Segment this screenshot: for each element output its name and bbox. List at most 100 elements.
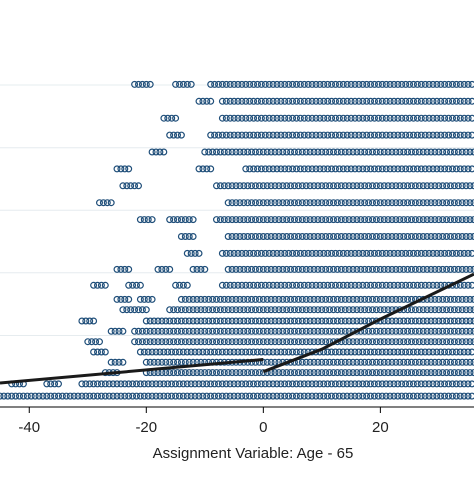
scatter-point (435, 306, 443, 314)
scatter-point (146, 317, 154, 325)
scatter-point (189, 295, 197, 303)
scatter-point (144, 380, 152, 388)
scatter-point (363, 165, 371, 173)
scatter-point (335, 97, 343, 105)
scatter-point (125, 281, 133, 289)
scatter-point (310, 233, 318, 241)
scatter-point (236, 216, 244, 224)
scatter-point (232, 199, 240, 207)
scatter-point (353, 148, 361, 156)
scatter-point (400, 148, 408, 156)
scatter-point (443, 199, 451, 207)
scatter-point (390, 249, 398, 257)
scatter-point (419, 369, 427, 377)
scatter-point (232, 233, 240, 241)
scatter-point (168, 380, 176, 388)
scatter-point (193, 295, 201, 303)
scatter-point (146, 80, 154, 88)
scatter-point (170, 317, 178, 325)
scatter-point (119, 182, 127, 190)
scatter-point (357, 369, 365, 377)
fit-line-right (262, 272, 474, 374)
scatter-point (158, 327, 166, 335)
scatter-point (396, 233, 404, 241)
scatter-point (351, 348, 359, 356)
scatter-point (201, 317, 209, 325)
scatter-point (117, 165, 125, 173)
scatter-point (388, 182, 396, 190)
scatter-point (248, 265, 256, 273)
scatter-point (365, 265, 373, 273)
scatter-point (320, 165, 328, 173)
scatter-point (374, 392, 382, 400)
scatter-point (31, 392, 39, 400)
scatter-point (339, 392, 347, 400)
scatter-point (224, 369, 232, 377)
scatter-point (390, 392, 398, 400)
scatter-point (347, 165, 355, 173)
scatter-point (273, 165, 281, 173)
scatter-point (400, 265, 408, 273)
scatter-point (421, 380, 429, 388)
scatter-point (408, 148, 416, 156)
scatter-point (218, 348, 226, 356)
scatter-point (27, 392, 35, 400)
scatter-point (207, 392, 215, 400)
scatter-point (136, 216, 144, 224)
scatter-point (174, 358, 182, 366)
scatter-point (435, 327, 443, 335)
scatter-point (230, 392, 238, 400)
scatter-point (339, 131, 347, 139)
scatter-point (70, 392, 78, 400)
scatter-point (152, 148, 160, 156)
scatter-point (222, 131, 230, 139)
scatter-point (129, 380, 137, 388)
scatter-point (216, 338, 224, 346)
scatter-point (357, 358, 365, 366)
scatter-point (234, 80, 242, 88)
scatter-point (213, 295, 221, 303)
scatter-point (441, 114, 449, 122)
scatter-point (261, 165, 269, 173)
scatter-point (435, 358, 443, 366)
scatter-point (150, 327, 158, 335)
scatter-point (58, 392, 66, 400)
scatter-point (417, 80, 425, 88)
scatter-point (337, 216, 345, 224)
scatter-point (359, 165, 367, 173)
scatter-point (337, 199, 345, 207)
scatter-point (333, 358, 341, 366)
scatter-point (273, 281, 281, 289)
scatter-point (105, 392, 113, 400)
scatter-point (174, 327, 182, 335)
scatter-point (236, 148, 244, 156)
scatter-point (296, 281, 304, 289)
scatter-point (105, 380, 113, 388)
scatter-point (456, 348, 464, 356)
scatter-point (187, 392, 195, 400)
scatter-point (277, 131, 285, 139)
scatter-point (294, 148, 302, 156)
scatter-point (97, 392, 105, 400)
scatter-point (275, 265, 283, 273)
scatter-point (133, 380, 141, 388)
scatter-point (411, 317, 419, 325)
scatter-point (404, 338, 412, 346)
scatter-point (238, 249, 246, 257)
scatter-point (326, 233, 334, 241)
scatter-point (427, 233, 435, 241)
scatter-point (370, 380, 378, 388)
scatter-point (281, 114, 289, 122)
scatter-point (425, 249, 433, 257)
scatter-point (406, 380, 414, 388)
scatter-point (224, 199, 232, 207)
scatter-point (400, 216, 408, 224)
scatter-point (468, 114, 474, 122)
scatter-point (228, 317, 236, 325)
scatter-point (51, 380, 59, 388)
scatter-point (199, 380, 207, 388)
scatter-point (232, 317, 240, 325)
scatter-point (450, 199, 458, 207)
scatter-point (431, 295, 439, 303)
scatter-point (449, 114, 457, 122)
